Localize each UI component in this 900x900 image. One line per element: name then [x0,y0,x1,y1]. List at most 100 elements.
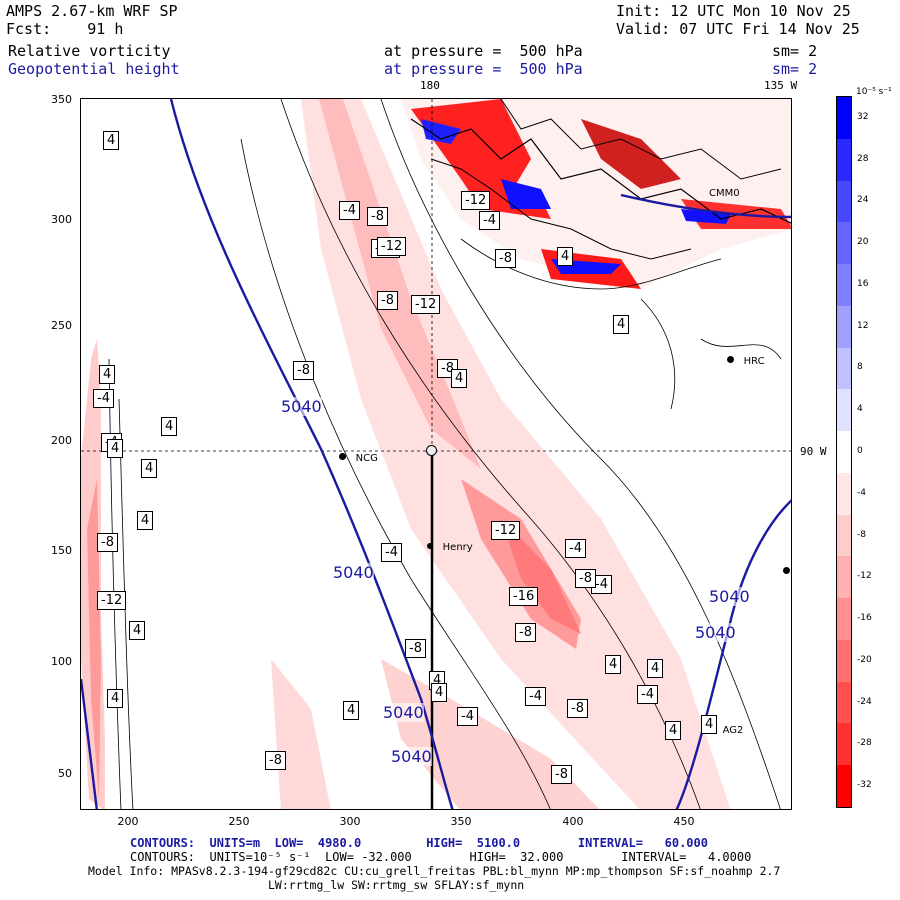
field2-level: at pressure = 500 hPa [384,60,583,78]
station-ncg[interactable]: NCG [339,446,378,465]
vorticity-contour-label: -4 [93,389,114,408]
colorbar-swatch [837,180,851,223]
colorbar-tick-label: -20 [857,654,872,665]
colorbar-tick-label: -24 [857,696,872,707]
vorticity-contour-info: CONTOURS: UNITS=10⁻⁵ s⁻¹ LOW= -32.000 HI… [130,850,752,864]
vorticity-contour-label: 4 [103,131,120,150]
colorbar-tick-label: -32 [857,780,872,791]
lon-label-90w: 90 W [800,445,827,458]
vorticity-contour-label: 4 [107,439,124,458]
left-vorticity-band [81,339,134,809]
vorticity-contour-label: -4 [637,685,658,704]
colorbar-tick-label: -12 [857,571,872,582]
field1-level: at pressure = 500 hPa [384,42,583,60]
vorticity-contour-label: -12 [97,591,127,610]
y-tick-label: 50 [58,767,72,780]
station-dot-east-icon [783,567,790,574]
vorticity-contour-label: -4 [339,201,360,220]
vorticity-contour-label: -8 [495,249,516,268]
height-contour-label: 5040 [383,703,424,722]
station-henry[interactable]: Henry [427,535,473,554]
vorticity-contour-label: 4 [451,369,468,388]
vorticity-contour-label: -4 [525,687,546,706]
field1-smoothing: sm= 2 [772,42,818,60]
colorbar-unit: 10⁻⁵ s⁻¹ [856,87,892,97]
y-tick-label: 250 [51,319,72,332]
vorticity-contour-label: 4 [557,247,574,266]
vorticity-contour-label: 4 [613,315,630,334]
valid-time: Valid: 07 UTC Fri 14 Nov 25 [616,20,860,38]
vorticity-contour-label: -8 [567,699,588,718]
station-hrc[interactable]: HRC [727,349,765,368]
height-contour-southwest [81,678,98,809]
lon-label-180: 180 [420,79,440,92]
vorticity-contour-label: 4 [701,715,718,734]
x-tick-label: 300 [339,815,361,828]
colorbar-swatch [837,389,851,431]
colorbar-swatch [837,305,851,348]
vorticity-contour-label: 4 [99,365,116,384]
map-plot: NCG Henry HRC AG2 CMM0 5040 5040 5040 5040 5… [80,98,792,810]
colorbar-swatch [837,431,851,473]
vorticity-contour-label: -4 [457,707,478,726]
y-tick-label: 200 [51,434,72,447]
colorbar-swatch [837,639,851,682]
colorbar-swatch [837,222,851,264]
vorticity-contour-label: -4 [591,575,612,594]
station-cmm0[interactable]: CMM0 [709,181,740,200]
colorbar-swatch [837,556,851,598]
lon-label-135w: 135 W [764,79,798,92]
vorticity-contour-label: -8 [265,751,286,770]
vorticity-contour-label: -8 [437,359,458,378]
vorticity-contour-label: -12 [491,521,521,540]
colorbar-tick-label: 24 [857,195,869,206]
colorbar-tick-label: -4 [857,487,866,498]
height-contour-northeast [620,193,791,219]
x-tick-label: 450 [673,815,695,828]
station-dot-icon [427,542,433,549]
station-label: HRC [743,356,765,367]
field1-name: Relative vorticity [8,42,171,60]
y-tick-label: 300 [51,213,72,226]
x-tick-label: 350 [450,815,472,828]
station-dot-icon [339,453,346,460]
height-contour-label: 5040 [391,747,432,766]
colorbar-swatch [837,472,851,515]
colorbar-swatch [837,765,851,807]
colorbar-swatch [837,138,851,181]
vorticity-contour-label: 4 [605,655,622,674]
colorbar-swatch [837,264,851,306]
vorticity-contour-label: 4 [137,511,154,530]
colorbar-tick-label: -28 [857,738,872,749]
vorticity-contour-label: -16 [509,587,539,606]
colorbar-swatch [837,723,851,765]
y-tick-label: 100 [51,655,72,668]
vorticity-contour-label: -4 [565,539,586,558]
vorticity-contour-label: -4 [479,211,500,230]
vorticity-contour-label: 4 [141,459,158,478]
height-contour-label: 5040 [333,563,374,582]
height-contour-label: 5040 [281,397,322,416]
map-canvas [81,99,791,809]
colorbar-swatch [837,347,851,390]
colorbar-tick-label: 28 [857,153,869,164]
x-tick-label: 200 [117,815,139,828]
colorbar [836,96,852,808]
vorticity-contour-label: -8 [405,639,426,658]
vorticity-contour-label: -12 [411,295,441,314]
colorbar-tick-label: -16 [857,613,872,624]
station-label: NCG [355,453,378,464]
colorbar-swatch [837,514,851,557]
vorticity-contour-label: 4 [161,417,178,436]
vorticity-contour-label: -8 [377,291,398,310]
colorbar-tick-label: 32 [857,111,869,122]
colorbar-swatch [837,598,851,640]
model-title: AMPS 2.67-km WRF SP [6,2,178,20]
vorticity-contour-label: -4 [381,543,402,562]
colorbar-swatch [837,97,851,139]
station-label: AG2 [722,725,744,736]
colorbar-tick-label: 16 [857,278,869,289]
model-info: Model Info: MPASv8.2.3-194-gf29cd82c CU:… [88,864,781,878]
vorticity-contour-label: -8 [515,623,536,642]
y-tick-label: 350 [51,93,72,106]
